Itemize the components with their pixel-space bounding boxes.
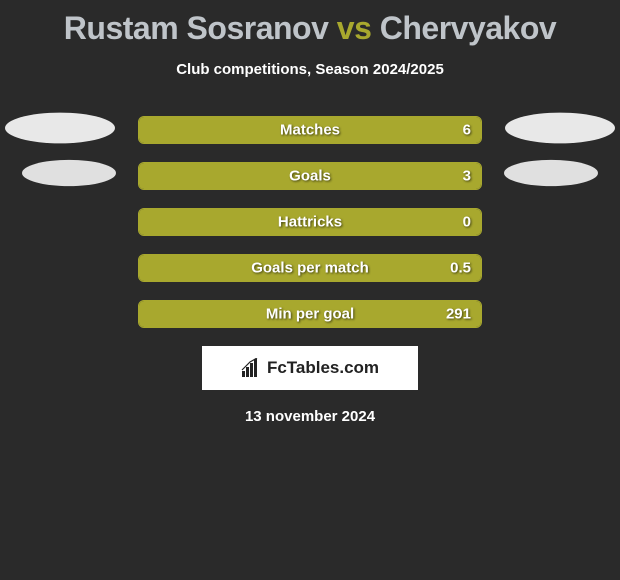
bar-label: Matches — [280, 122, 340, 139]
stat-bars: Matches 6 Goals 3 Hattricks 0 Goals per … — [138, 116, 482, 328]
bars-icon — [241, 358, 263, 378]
comparison-infographic: Rustam Sosranov vs Chervyakov Club compe… — [0, 0, 620, 580]
avatar-placeholder-right-1 — [505, 113, 615, 144]
bar-label: Min per goal — [266, 306, 354, 323]
date-text: 13 november 2024 — [0, 408, 620, 425]
vs-text: vs — [337, 10, 372, 46]
avatar-placeholder-left-2 — [22, 160, 116, 186]
page-title: Rustam Sosranov vs Chervyakov — [0, 0, 620, 47]
avatar-placeholder-left-1 — [5, 113, 115, 144]
bar-value: 6 — [463, 122, 471, 139]
stat-bar-hattricks: Hattricks 0 — [138, 208, 482, 236]
logo-text: FcTables.com — [267, 358, 379, 378]
stat-bar-goals-per-match: Goals per match 0.5 — [138, 254, 482, 282]
bar-value: 291 — [446, 306, 471, 323]
stat-bar-goals: Goals 3 — [138, 162, 482, 190]
subtitle: Club competitions, Season 2024/2025 — [0, 61, 620, 78]
logo: FcTables.com — [241, 358, 379, 378]
bar-label: Goals — [289, 168, 331, 185]
player1-name: Rustam Sosranov — [64, 10, 329, 46]
bar-label: Hattricks — [278, 214, 342, 231]
bar-value: 0 — [463, 214, 471, 231]
bar-label: Goals per match — [251, 260, 369, 277]
stat-bar-min-per-goal: Min per goal 291 — [138, 300, 482, 328]
bar-value: 3 — [463, 168, 471, 185]
stat-bar-matches: Matches 6 — [138, 116, 482, 144]
avatar-placeholder-right-2 — [504, 160, 598, 186]
bar-value: 0.5 — [450, 260, 471, 277]
player2-name: Chervyakov — [380, 10, 556, 46]
chart-area: Matches 6 Goals 3 Hattricks 0 Goals per … — [0, 116, 620, 425]
logo-box: FcTables.com — [202, 346, 418, 390]
